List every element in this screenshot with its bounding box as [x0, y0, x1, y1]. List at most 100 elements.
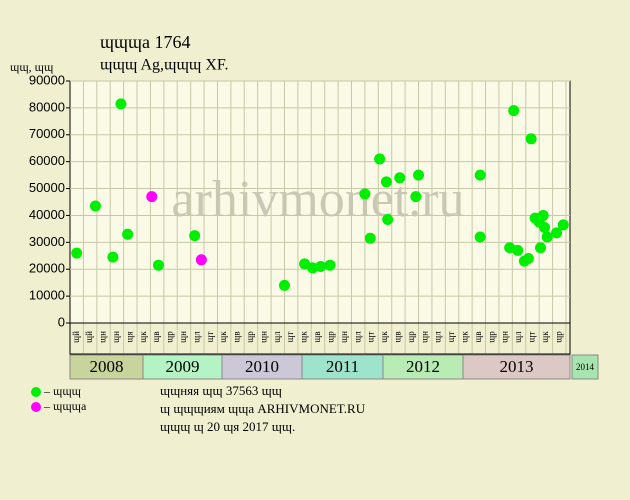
- y-tick-label: 10000: [29, 288, 65, 303]
- y-tick-label: 70000: [29, 126, 65, 141]
- x-tick-label: ɰл: [272, 331, 282, 343]
- x-tick-label: ɰр: [406, 331, 416, 343]
- x-tick-label: ɰй: [71, 331, 81, 343]
- y-tick-label: 30000: [29, 234, 65, 249]
- year-label: 2011: [326, 357, 359, 376]
- data-point: [525, 133, 537, 145]
- x-tick-label: ɰл: [433, 331, 443, 343]
- chart-subtitle: ɰɰɰ Ag,ɰɰɰ XF.: [100, 57, 229, 74]
- x-tick-label: ɰк: [540, 331, 550, 343]
- x-tick-label: ɰр: [486, 331, 496, 343]
- x-tick-label: ɰв: [232, 331, 242, 342]
- x-tick-label: ɰт: [446, 331, 456, 342]
- data-point: [522, 252, 534, 264]
- legend-marker: [31, 387, 41, 397]
- y-tick-label: 20000: [29, 261, 65, 276]
- x-tick-label: ɰй: [84, 331, 94, 343]
- x-tick-label: ɰн: [178, 331, 188, 343]
- x-tick-label: ɰр: [245, 331, 255, 343]
- legend-marker: [31, 402, 41, 412]
- note: ɰɰɰ ɰ 20 ɰя 2017 ɰɰ.: [160, 419, 295, 434]
- data-point: [539, 222, 551, 234]
- data-point: [324, 259, 336, 271]
- x-tick-label: ɰн: [111, 331, 121, 343]
- year-box: [462, 354, 571, 380]
- x-tick-label: ɰк: [460, 331, 470, 343]
- data-point: [410, 191, 422, 203]
- data-point: [189, 230, 201, 242]
- year-label: 2010: [245, 357, 279, 376]
- x-tick-label: ɰр: [325, 331, 335, 343]
- x-tick-label: ɰн: [258, 331, 268, 343]
- x-tick-label: ɰв: [473, 331, 483, 342]
- data-point: [107, 251, 119, 263]
- x-tick-label: ɰт: [205, 331, 215, 342]
- data-point: [380, 176, 392, 188]
- year-box: [69, 354, 144, 380]
- year-box: [142, 354, 223, 380]
- data-point: [89, 200, 101, 212]
- x-tick-label: ɰл: [352, 331, 362, 343]
- y-tick-label: 50000: [29, 180, 65, 195]
- x-tick-label: ɰн: [98, 331, 108, 343]
- year-label: 2014: [576, 362, 595, 372]
- y-axis-label: ɰɰ, ɰɰ: [10, 60, 54, 74]
- data-point: [474, 231, 486, 243]
- x-tick-label: ɰн: [419, 331, 429, 343]
- y-tick-label: 80000: [29, 99, 65, 114]
- year-label: 2012: [406, 357, 440, 376]
- y-tick-label: 40000: [29, 207, 65, 222]
- year-box: [221, 354, 303, 380]
- year-box: [301, 354, 384, 380]
- chart-title: ɰɰɰа 1764: [100, 32, 191, 52]
- data-point: [374, 153, 386, 165]
- x-tick-label: ɰн: [339, 331, 349, 343]
- y-tick-label: 0: [58, 314, 65, 329]
- data-point: [315, 261, 327, 273]
- data-point: [537, 209, 549, 221]
- data-point: [508, 105, 520, 117]
- data-point: [541, 231, 553, 243]
- plot-area: [69, 80, 571, 324]
- data-point: [364, 232, 376, 244]
- year-box: [571, 354, 599, 380]
- x-tick-label: ɰт: [285, 331, 295, 342]
- data-point: [394, 172, 406, 184]
- x-tick-label: ɰя: [124, 331, 134, 342]
- x-tick-label: ɰл: [513, 331, 523, 343]
- x-tick-label: ɰк: [299, 331, 309, 343]
- x-tick-label: ɰл: [191, 331, 201, 343]
- data-point: [278, 279, 290, 291]
- data-point: [71, 247, 83, 259]
- note: ɰɰняя ɰɰ 37563 ɰɰ: [160, 383, 282, 398]
- x-tick-label: ɰв: [392, 331, 402, 342]
- year-label: 2008: [90, 357, 124, 376]
- note: ɰ ɰɰɰиям ɰɰа ARHIVMONET.RU: [160, 401, 366, 416]
- legend-label: – ɰɰɰа: [43, 399, 87, 413]
- data-point: [359, 188, 371, 200]
- data-point: [195, 254, 207, 266]
- year-box: [382, 354, 464, 380]
- x-tick-label: ɰт: [527, 331, 537, 342]
- data-point: [413, 169, 425, 181]
- x-tick-label: ɰр: [553, 331, 563, 343]
- y-tick-label: 60000: [29, 153, 65, 168]
- data-point: [382, 213, 394, 225]
- data-point: [557, 219, 569, 231]
- data-point: [535, 242, 547, 254]
- x-tick-label: ɰв: [151, 331, 161, 342]
- data-point: [146, 191, 158, 203]
- x-tick-label: ɰк: [138, 331, 148, 343]
- data-point: [152, 259, 164, 271]
- data-point: [551, 227, 563, 239]
- data-point: [512, 244, 524, 256]
- x-tick-label: ɰт: [366, 331, 376, 342]
- data-point: [122, 228, 134, 240]
- year-label: 2009: [166, 357, 200, 376]
- x-tick-label: ɰн: [500, 331, 510, 343]
- data-point: [115, 98, 127, 110]
- x-label-band: [69, 322, 571, 355]
- y-tick-label: 90000: [29, 72, 65, 87]
- data-point: [474, 169, 486, 181]
